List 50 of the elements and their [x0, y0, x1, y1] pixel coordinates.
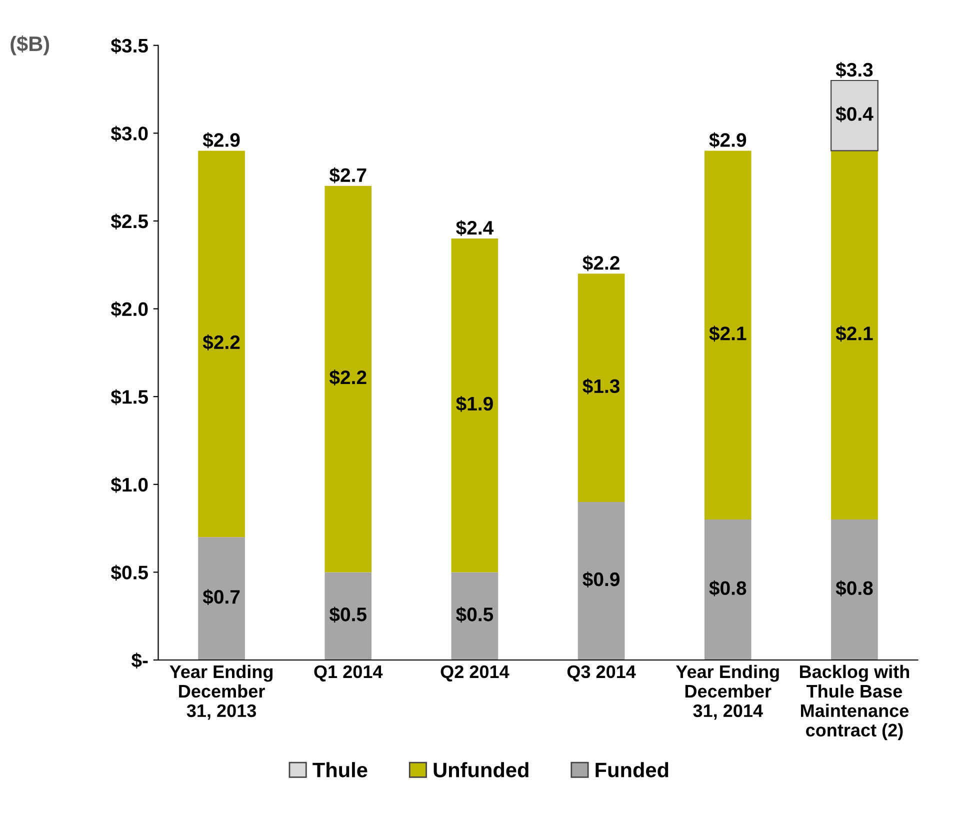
x-tick-label: Q2 2014: [440, 665, 510, 682]
total-label: $2.9: [709, 132, 746, 148]
data-label: $0.7: [202, 589, 240, 606]
y-tick-label: $3.0: [110, 126, 148, 142]
y-axis-title: ($B): [10, 35, 50, 56]
bar: [198, 537, 245, 660]
data-label: $2.1: [836, 326, 873, 342]
x-tick-label: Q3 2014: [567, 665, 636, 682]
data-label: $0.8: [709, 580, 746, 596]
total-label: $3.3: [836, 62, 873, 78]
data-label: $0.5: [329, 606, 366, 623]
y-tick-label: $3.5: [110, 38, 148, 54]
bar: [704, 520, 752, 660]
legend-label: Unfunded: [434, 762, 528, 778]
bar: [578, 274, 625, 502]
bar: [831, 520, 878, 660]
data-label: $2.2: [202, 334, 240, 350]
total-label: $2.4: [456, 220, 494, 236]
total-label: $2.2: [582, 255, 620, 272]
x-tick-label: Year Ending December 31, 2014: [676, 664, 779, 720]
bar: [198, 150, 245, 538]
data-label: $1.3: [582, 378, 620, 394]
data-label: $2.1: [709, 326, 746, 342]
bar: [578, 502, 625, 660]
legend-label: Funded: [596, 762, 668, 778]
legend-label: Thule: [312, 762, 368, 778]
y-tick-label: $1.5: [110, 389, 148, 406]
total-label: $2.7: [329, 167, 366, 184]
data-label: $2.2: [329, 370, 366, 386]
data-label: $0.9: [582, 572, 620, 588]
bar: [451, 572, 498, 660]
data-label: $0.4: [836, 106, 874, 122]
bar: [830, 80, 878, 152]
bar: [831, 150, 878, 520]
y-tick-label: $2.0: [110, 301, 148, 318]
total-label: $2.9: [202, 132, 240, 148]
bar: [324, 572, 372, 660]
data-label: $0.8: [836, 580, 873, 596]
bar: [324, 186, 372, 572]
y-tick-label: $0.5: [110, 564, 148, 581]
x-tick-label: Q1 2014: [314, 665, 383, 682]
y-tick-label: $2.5: [110, 214, 148, 230]
x-tick-label: Backlog with Thule Base Maintenance contract (2): [800, 664, 910, 740]
bar: [451, 238, 498, 572]
x-tick-label: Year Ending December 31, 2013: [170, 664, 272, 720]
y-tick-label: $1.0: [110, 477, 148, 493]
data-label: $0.5: [456, 606, 494, 623]
y-tick-label: $-: [131, 652, 148, 668]
data-label: $1.9: [456, 396, 493, 412]
bar: [704, 150, 752, 520]
